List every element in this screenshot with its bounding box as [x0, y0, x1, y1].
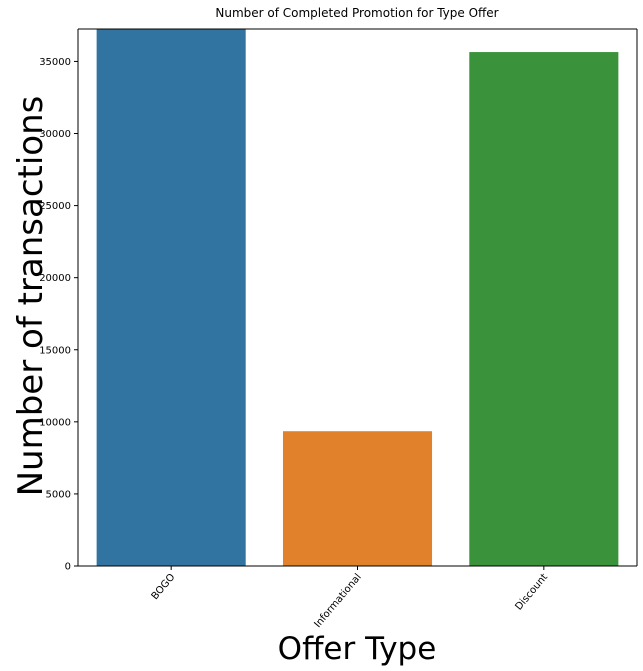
x-tick-label: Informational: [312, 572, 363, 630]
x-tick-label: BOGO: [150, 572, 178, 602]
x-axis-label: Offer Type: [278, 631, 437, 667]
y-tick-label: 5000: [46, 489, 71, 500]
y-tick-label: 30000: [39, 129, 71, 140]
y-axis-label: Number of transactions: [11, 96, 51, 497]
chart-title: Number of Completed Promotion for Type O…: [215, 6, 498, 20]
y-ticks-group: 0 5000 10000 15000 20000 25000 30000 35000: [39, 57, 78, 573]
bar-informational: [282, 431, 433, 566]
y-tick-label: 15000: [39, 345, 71, 356]
bar-discount: [469, 52, 619, 566]
y-tick-label: 20000: [39, 273, 71, 284]
y-tick-label: 10000: [39, 417, 71, 428]
y-tick-label: 35000: [39, 57, 71, 68]
bars-group: [96, 29, 619, 566]
x-tick-label: Discount: [513, 572, 550, 613]
y-tick-label: 25000: [39, 201, 71, 212]
x-ticks-group: BOGO Informational Discount: [150, 566, 550, 630]
y-tick-label: 0: [65, 562, 71, 573]
bar-bogo: [96, 29, 246, 566]
